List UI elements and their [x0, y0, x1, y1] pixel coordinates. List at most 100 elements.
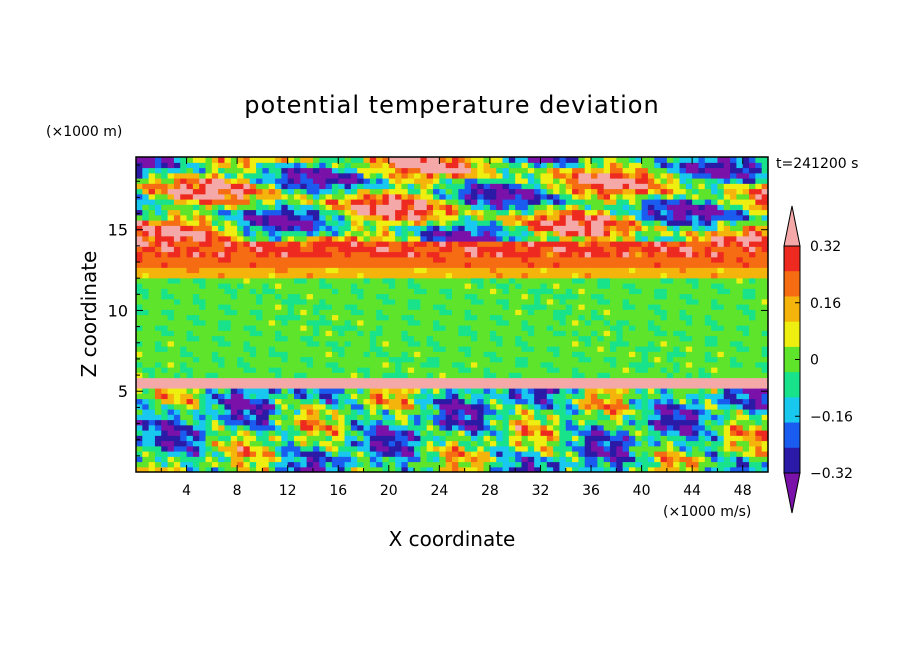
field-cell — [154, 298, 162, 305]
field-cell — [445, 272, 453, 279]
field-cell — [363, 382, 371, 389]
field-cell — [401, 424, 409, 431]
field-cell — [628, 351, 636, 358]
field-cell — [192, 288, 200, 295]
field-cell — [635, 414, 643, 421]
field-cell — [464, 214, 472, 221]
field-cell — [540, 461, 548, 468]
field-cell — [628, 178, 636, 184]
field-cell — [470, 398, 478, 405]
field-cell — [161, 293, 169, 300]
field-cell — [167, 183, 175, 190]
field-cell — [344, 230, 352, 237]
field-cell — [268, 309, 276, 316]
field-cell — [565, 256, 573, 263]
field-cell — [553, 361, 561, 368]
field-cell — [527, 403, 535, 410]
field-cell — [357, 393, 365, 400]
field-cell — [610, 325, 617, 331]
field-cell — [610, 419, 617, 426]
field-cell — [338, 241, 346, 247]
field-cell — [628, 214, 636, 221]
field-cell — [496, 267, 504, 274]
field-cell — [641, 178, 649, 184]
field-cell — [502, 256, 510, 263]
field-cell — [464, 178, 472, 184]
field-cell — [534, 209, 542, 216]
field-cell — [616, 382, 624, 389]
field-cell — [287, 235, 295, 242]
field-cell — [622, 340, 630, 347]
field-cell — [281, 466, 289, 472]
field-cell — [464, 172, 472, 179]
field-cell — [180, 214, 188, 221]
field-cell — [199, 314, 207, 321]
field-cell — [237, 340, 245, 347]
field-cell — [167, 256, 175, 263]
field-cell — [237, 167, 245, 174]
field-cell — [294, 293, 301, 300]
field-cell — [591, 162, 598, 169]
field-cell — [458, 293, 466, 300]
field-cell — [218, 193, 226, 200]
field-cell — [167, 424, 175, 431]
field-cell — [527, 204, 535, 211]
field-cell — [603, 256, 611, 263]
field-cell — [635, 246, 643, 253]
field-cell — [521, 220, 529, 226]
field-cell — [546, 277, 554, 284]
field-cell — [331, 409, 339, 415]
field-cell — [300, 172, 308, 179]
field-cell — [502, 288, 510, 295]
field-cell — [521, 193, 529, 200]
field-cell — [433, 293, 440, 300]
field-cell — [173, 435, 181, 442]
field-cell — [572, 409, 579, 415]
field-cell — [218, 162, 226, 169]
field-cell — [275, 183, 282, 190]
field-cell — [300, 199, 308, 205]
field-cell — [426, 267, 434, 274]
field-cell — [641, 419, 649, 426]
field-cell — [142, 346, 150, 352]
field-cell — [180, 172, 188, 179]
field-cell — [489, 340, 497, 347]
field-cell — [199, 288, 207, 295]
field-cell — [224, 351, 232, 358]
field-cell — [426, 167, 434, 174]
field-cell — [496, 382, 504, 389]
field-cell — [268, 225, 276, 232]
field-cell — [647, 251, 655, 258]
field-cell — [647, 382, 655, 389]
field-cell — [306, 403, 314, 410]
field-cell — [559, 267, 567, 274]
field-cell — [237, 330, 245, 337]
field-cell — [192, 235, 200, 242]
field-cell — [477, 172, 485, 179]
field-cell — [603, 230, 611, 237]
field-cell — [572, 277, 579, 284]
field-cell — [148, 162, 156, 169]
field-cell — [407, 309, 415, 316]
field-cell — [616, 466, 624, 472]
field-cell — [401, 167, 409, 174]
field-cell — [565, 214, 573, 221]
field-cell — [376, 330, 384, 337]
field-cell — [268, 414, 276, 421]
field-cell — [344, 361, 352, 368]
field-cell — [262, 225, 270, 232]
field-cell — [262, 372, 270, 379]
field-cell — [224, 414, 232, 421]
field-cell — [268, 367, 276, 373]
field-cell — [546, 440, 554, 447]
field-cell — [180, 361, 188, 368]
field-cell — [180, 451, 188, 457]
field-cell — [458, 309, 466, 316]
field-cell — [142, 225, 150, 232]
field-cell — [426, 298, 434, 305]
field-cell — [502, 193, 510, 200]
field-cell — [287, 220, 295, 226]
field-cell — [572, 288, 579, 295]
field-cell — [167, 277, 175, 284]
